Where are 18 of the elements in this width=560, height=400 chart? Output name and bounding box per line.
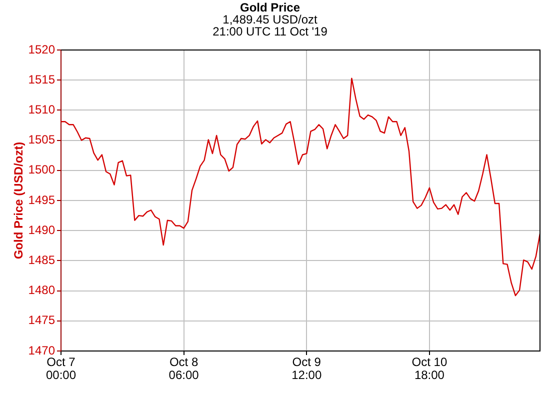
- y-tick-label: 1475: [28, 313, 56, 328]
- y-tick-label: 1505: [28, 132, 56, 147]
- y-axis-title: Gold Price (USD/ozt): [12, 142, 26, 260]
- y-tick-label: 1495: [28, 192, 56, 207]
- chart-title: Gold Price: [240, 0, 300, 14]
- y-tick-label: 1500: [28, 162, 56, 177]
- x-tick-label: Oct 9 12:00: [292, 354, 322, 382]
- y-tick-label: 1490: [28, 222, 56, 237]
- y-tick-label: 1470: [28, 343, 56, 358]
- y-tick-label: 1520: [28, 42, 56, 56]
- x-tick-label: Oct 7 00:00: [46, 354, 76, 382]
- y-tick-label: 1485: [28, 253, 56, 268]
- x-tick-label: Oct 10 18:00: [412, 354, 448, 382]
- chart-subtitle: 1,489.45 USD/ozt 21:00 UTC 11 Oct '19: [212, 12, 328, 38]
- x-tick-label: Oct 8 06:00: [168, 354, 200, 382]
- y-tick-label: 1480: [28, 283, 56, 298]
- y-tick-label: 1515: [28, 72, 56, 86]
- y-tick-label: 1510: [28, 102, 56, 117]
